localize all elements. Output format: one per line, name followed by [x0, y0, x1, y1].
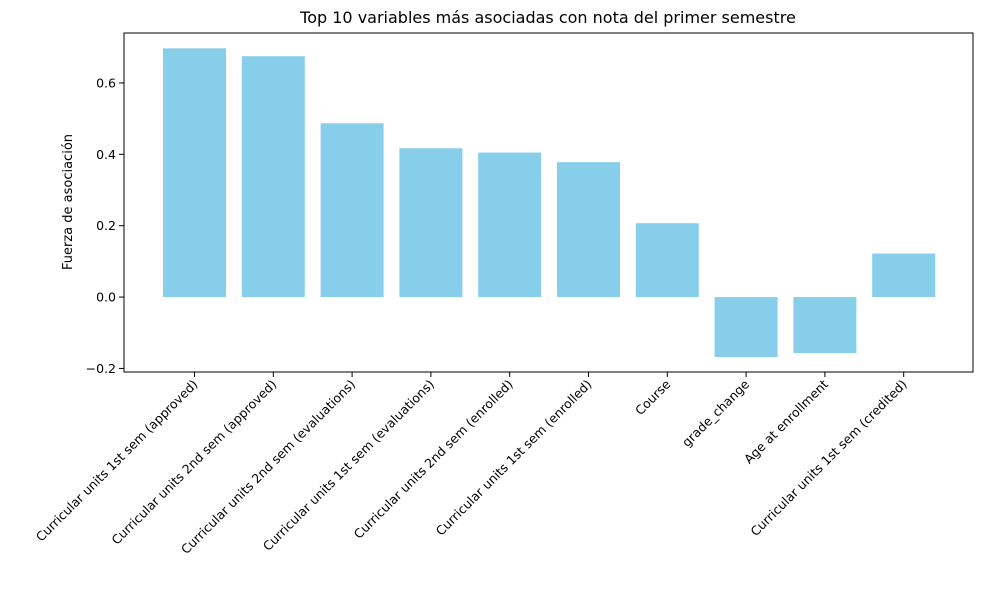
- x-tick-label: grade_change: [679, 376, 752, 449]
- bar: [478, 152, 542, 298]
- x-tick-label: Curricular units 2nd sem (evaluations): [178, 377, 358, 557]
- x-tick-label: Curricular units 1st sem (approved): [33, 377, 201, 545]
- bar: [320, 123, 384, 298]
- bar: [557, 162, 620, 298]
- chart-title: Top 10 variables más asociadas con nota …: [299, 8, 796, 27]
- bar: [241, 56, 305, 298]
- y-tick-label: 0.0: [96, 290, 116, 305]
- x-tick-label: Age at enrollment: [741, 376, 831, 466]
- bar: [793, 297, 857, 354]
- x-tick-label: Curricular units 1st sem (enrolled): [433, 377, 595, 539]
- plot-frame: [123, 32, 974, 373]
- x-tick-label: Curricular units 1st sem (credited): [747, 377, 909, 539]
- bar: [635, 223, 699, 298]
- y-tick-label: 0.4: [96, 147, 116, 162]
- x-tick-label: Curricular units 1st sem (evaluations): [260, 377, 437, 554]
- y-axis-label: Fuerza de asociación: [61, 134, 76, 270]
- y-tick-label: −0.2: [86, 361, 116, 376]
- bar: [399, 148, 463, 298]
- x-tick-label: Curricular units 2nd sem (approved): [108, 377, 279, 548]
- bar: [163, 48, 226, 298]
- x-axis-ticks: Curricular units 1st sem (approved)Curri…: [33, 372, 910, 557]
- x-tick-label: Course: [632, 376, 674, 418]
- y-tick-label: 0.6: [96, 75, 116, 90]
- y-axis-ticks: −0.2 0.0 0.2 0.4 0.6: [86, 75, 124, 376]
- bar: [714, 297, 778, 358]
- bars-group: [163, 48, 936, 358]
- x-tick-label: Curricular units 2nd sem (enrolled): [351, 377, 516, 542]
- y-tick-label: 0.2: [96, 218, 116, 233]
- bar: [872, 253, 936, 298]
